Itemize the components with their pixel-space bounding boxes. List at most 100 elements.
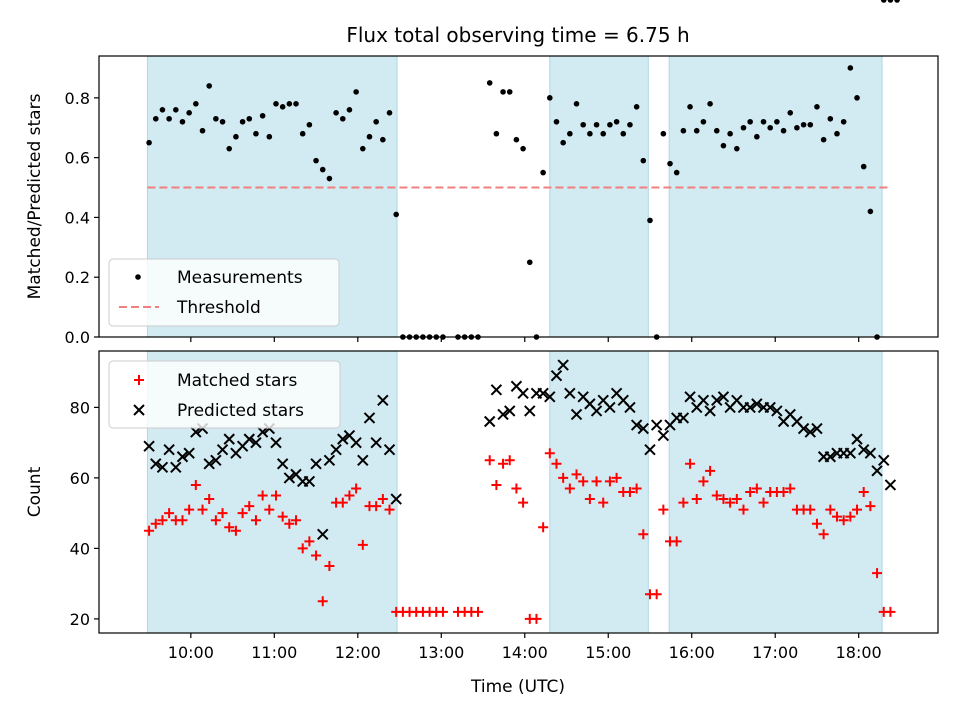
matched-star-point xyxy=(244,501,255,512)
predicted-star-point xyxy=(824,451,837,463)
matched-star-point xyxy=(638,529,649,540)
measurement-point xyxy=(627,121,633,128)
predicted-star-point xyxy=(256,426,269,438)
measurement-point xyxy=(246,115,253,122)
matched-star-point xyxy=(658,504,669,515)
x-tick-label: 18:00 xyxy=(836,643,882,662)
predicted-star-point xyxy=(811,422,823,435)
matched-star-point xyxy=(324,561,335,572)
measurement-point xyxy=(520,145,526,152)
matched-star-point xyxy=(224,522,235,533)
measurement-point xyxy=(199,127,206,134)
predicted-star-point xyxy=(150,458,162,470)
predicted-star-point xyxy=(650,419,663,431)
predicted-star-point xyxy=(857,443,870,456)
measurement-point xyxy=(333,109,339,116)
matched-star-point xyxy=(377,494,388,505)
top-y-tick-label: 0.8 xyxy=(65,89,90,108)
measurement-point xyxy=(239,118,246,125)
measurement-point xyxy=(700,118,707,125)
x-tick-label: 11:00 xyxy=(251,643,297,662)
matched-star-point xyxy=(264,504,275,515)
matched-star-point xyxy=(237,508,248,519)
measurement-point xyxy=(593,121,600,128)
top-panel: 0.0 0.2 0.4 0.6 0.8 Matched/Predicted stars M… xyxy=(25,0,939,347)
measurement-point xyxy=(560,139,566,146)
matched-star-point xyxy=(705,465,716,476)
matched-star-point xyxy=(738,504,749,515)
predicted-star-point xyxy=(363,412,376,424)
top-y-tick-label: 0.4 xyxy=(65,208,90,227)
predicted-star-point xyxy=(323,454,336,466)
measurement-point xyxy=(600,130,607,137)
measurements-points xyxy=(146,0,900,340)
predicted-star-point xyxy=(156,461,169,474)
measurement-point xyxy=(339,115,346,122)
x-tick-label: 15:00 xyxy=(585,643,631,662)
measurement-point xyxy=(259,112,266,119)
matched-star-point xyxy=(491,479,502,490)
measurement-point xyxy=(887,0,894,3)
matched-star-point xyxy=(337,497,348,508)
matched-star-point xyxy=(544,448,555,459)
predicted-star-point xyxy=(383,443,396,456)
matched-star-point xyxy=(745,487,756,497)
predicted-star-point xyxy=(183,447,195,459)
matched-star-point xyxy=(304,536,315,547)
predicted-star-point xyxy=(644,443,656,456)
top-y-axis-label: Matched/Predicted stars xyxy=(25,93,45,299)
measurement-point xyxy=(146,139,152,146)
matched-star-point xyxy=(270,490,281,501)
measurement-point xyxy=(687,104,693,110)
top-shaded-intervals xyxy=(146,55,883,338)
matched-star-point xyxy=(150,518,161,529)
matched-star-point xyxy=(357,539,368,550)
measurement-point xyxy=(206,83,212,89)
top-axes-frame xyxy=(98,55,939,338)
legend-predicted-marker xyxy=(133,404,145,416)
matched-star-point xyxy=(384,504,395,515)
measurement-point xyxy=(760,118,767,125)
matched-star-point xyxy=(504,455,515,466)
predicted-star-point xyxy=(684,391,696,403)
matched-star-point xyxy=(277,511,288,522)
measurement-point xyxy=(486,80,493,86)
top-y-tick-label: 0.6 xyxy=(65,149,90,168)
matched-star-point xyxy=(291,515,302,526)
matched-star-point xyxy=(584,494,595,505)
predicted-star-point xyxy=(517,387,529,400)
predicted-star-point xyxy=(570,408,583,421)
matched-star-point xyxy=(785,483,796,494)
predicted-star-point xyxy=(604,401,616,414)
measurement-point xyxy=(159,107,166,113)
matched-star-point xyxy=(177,515,188,526)
measurement-point xyxy=(293,101,299,107)
matched-star-point xyxy=(698,476,709,487)
measurement-point xyxy=(800,121,807,128)
bottom-axes: 20 40 60 80 10:00 11:00 12:00 13:00 14:00 15:00 16… xyxy=(25,350,939,662)
predicted-star-point xyxy=(216,443,229,456)
predicted-star-point xyxy=(697,394,710,407)
matched-star-point xyxy=(230,525,241,536)
bottom-legend: Matched stars Predicted stars xyxy=(108,360,341,429)
measurement-point xyxy=(279,104,286,110)
matched-star-point xyxy=(852,504,863,515)
matched-star-point xyxy=(564,483,575,494)
predicted-star-point xyxy=(630,419,643,431)
top-y-tick-label: 0.2 xyxy=(65,268,90,287)
matched-star-point xyxy=(317,596,328,607)
predicted-star-point xyxy=(524,405,536,417)
matched-star-point xyxy=(538,522,549,533)
predicted-star-point xyxy=(170,461,182,474)
matched-star-point xyxy=(558,472,569,483)
predicted-star-point xyxy=(717,391,730,403)
x-tick-label: 10:00 xyxy=(168,643,214,662)
matched-star-point xyxy=(437,606,448,617)
measurement-point xyxy=(820,136,827,143)
matched-star-point xyxy=(473,606,484,617)
measurement-point xyxy=(500,89,506,95)
measurement-point xyxy=(573,101,580,107)
matched-star-point xyxy=(872,568,883,579)
measurement-point xyxy=(707,101,713,107)
predicted-star-point xyxy=(871,465,883,477)
